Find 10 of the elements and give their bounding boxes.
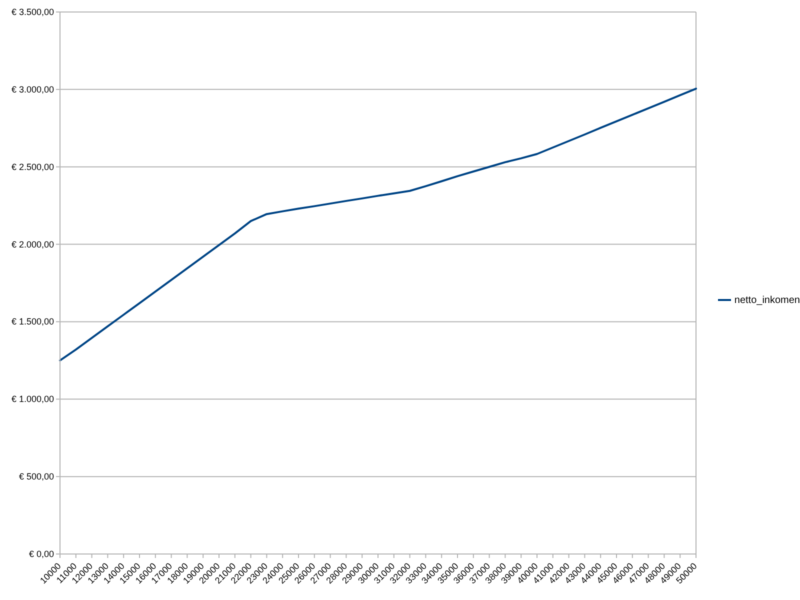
y-tick-label: € 1.000,00 xyxy=(11,394,54,404)
y-tick-label: € 3.000,00 xyxy=(11,84,54,94)
line-series xyxy=(59,88,697,362)
y-tick-label: € 3.500,00 xyxy=(11,7,54,17)
legend-label: netto_inkomen xyxy=(734,294,800,306)
y-tick-label: € 0,00 xyxy=(28,549,54,559)
y-tick-label: € 1.500,00 xyxy=(11,316,54,327)
y-tick-label: € 2.500,00 xyxy=(11,162,54,172)
y-tick-label: € 500,00 xyxy=(18,472,54,482)
y-tick-label: € 2.000,00 xyxy=(11,239,54,250)
